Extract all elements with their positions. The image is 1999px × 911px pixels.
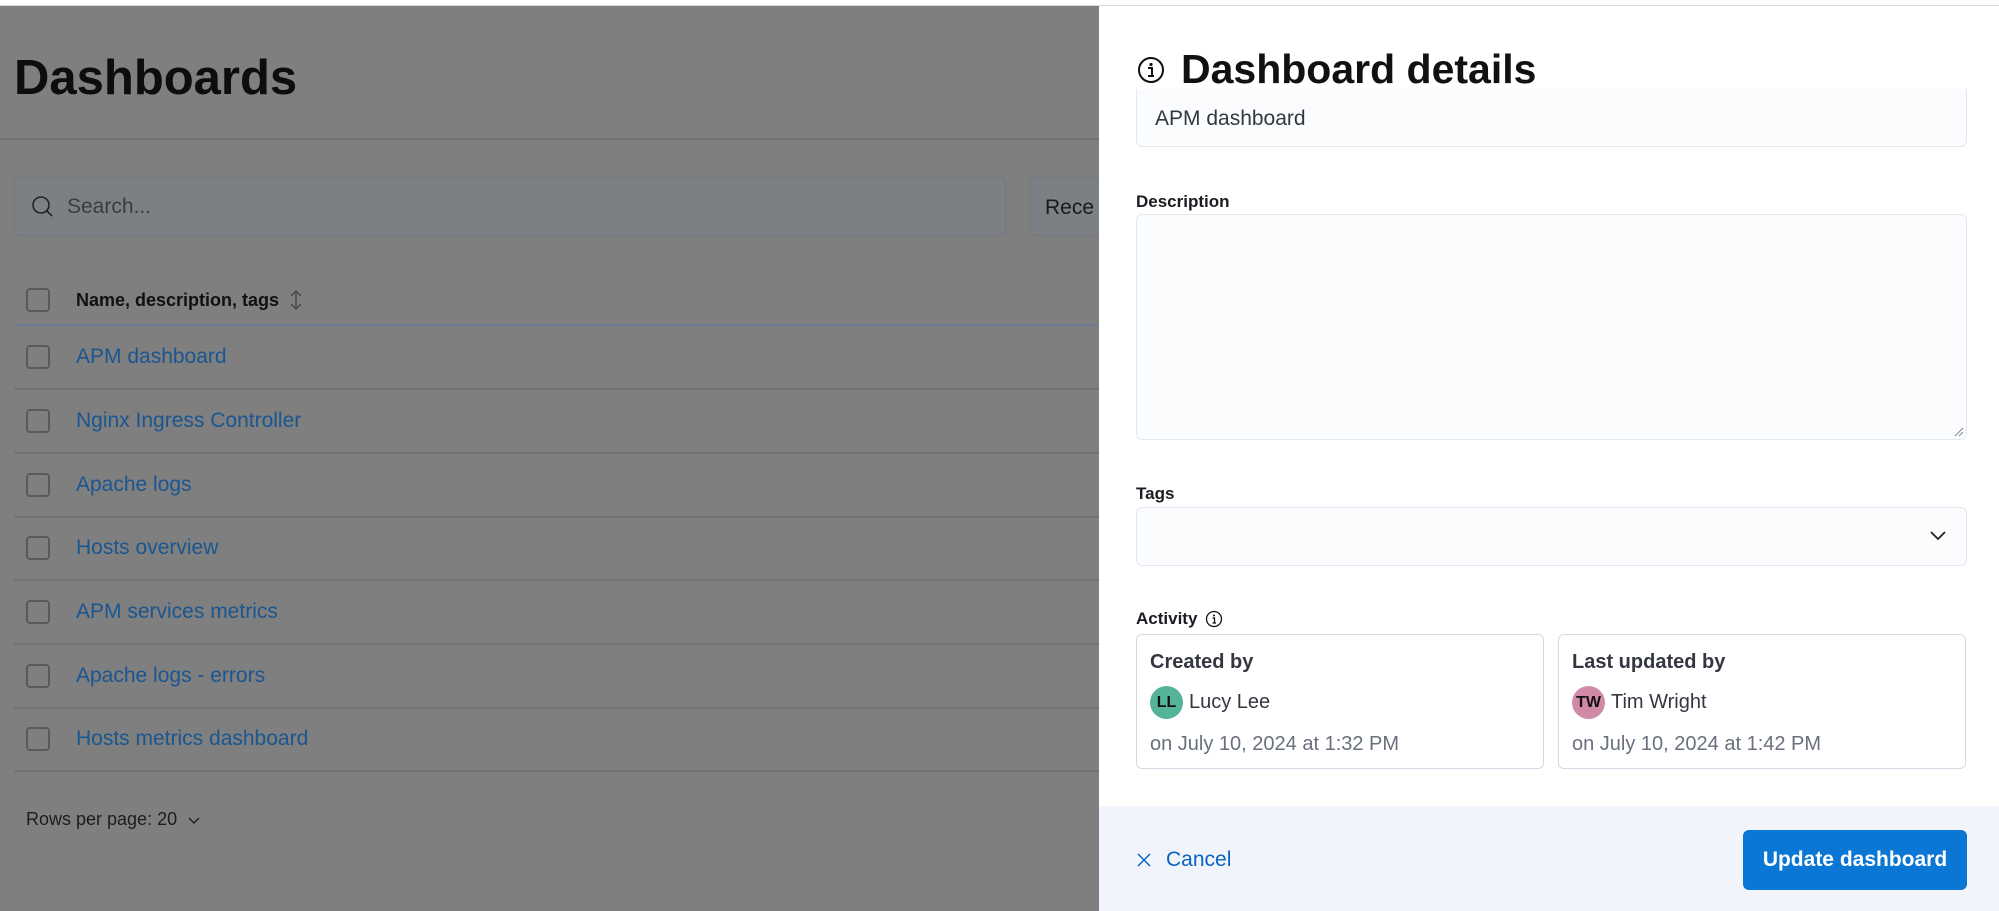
column-header-name[interactable]: Name, description, tags (76, 289, 280, 310)
rows-per-page-button[interactable]: Rows per page: 20 (26, 809, 201, 830)
dashboard-link[interactable]: APM dashboard (76, 345, 227, 368)
description-textarea[interactable] (1136, 214, 1967, 440)
search-input[interactable]: Search... (14, 177, 1006, 236)
cancel-label: Cancel (1166, 848, 1232, 871)
created-by-card: Created by LL Lucy Lee on July 10, 2024 a… (1136, 634, 1544, 769)
resize-handle-icon[interactable] (1952, 425, 1964, 437)
search-placeholder: Search... (67, 194, 152, 218)
table-row: APM dashboard (14, 326, 1099, 390)
row-checkbox[interactable] (26, 600, 50, 624)
chevron-down-icon (1930, 531, 1946, 541)
row-checkbox[interactable] (26, 473, 50, 497)
row-checkbox[interactable] (26, 664, 50, 688)
tags-select[interactable] (1136, 507, 1967, 566)
activity-label-text: Activity (1136, 609, 1198, 628)
row-checkbox[interactable] (26, 345, 50, 369)
updater-name: Tim Wright (1611, 691, 1707, 713)
table-row: Hosts overview (14, 517, 1099, 581)
table-row: Nginx Ingress Controller (14, 390, 1099, 454)
activity-label: Activity (1136, 609, 1223, 629)
dashboard-link[interactable]: Nginx Ingress Controller (76, 409, 302, 432)
tags-label: Tags (1136, 484, 1175, 503)
table-row: Hosts metrics dashboard (14, 708, 1099, 772)
page-title: Dashboards (14, 51, 298, 105)
info-icon (1138, 56, 1164, 83)
rows-per-page-label: Rows per page: 20 (26, 809, 178, 829)
table-header: Name, description, tags (14, 276, 1099, 326)
row-checkbox[interactable] (26, 409, 50, 433)
avatar: TW (1572, 686, 1605, 719)
creator-name: Lucy Lee (1189, 691, 1271, 713)
cancel-button[interactable]: Cancel (1136, 848, 1231, 872)
dashboard-details-flyout: Dashboard details APM dashboard Descript… (1099, 6, 1999, 911)
chevron-down-icon (188, 816, 200, 824)
dashboard-link[interactable]: Hosts overview (76, 536, 219, 559)
top-border (0, 0, 1999, 6)
divider (0, 138, 1099, 140)
created-date: on July 10, 2024 at 1:32 PM (1150, 733, 1400, 755)
dashboard-link[interactable]: Apache logs - errors (76, 664, 266, 687)
title-input[interactable]: APM dashboard (1136, 89, 1967, 147)
close-icon (1137, 853, 1151, 867)
search-icon (32, 195, 53, 217)
description-label: Description (1136, 192, 1230, 211)
table-row: APM services metrics (14, 581, 1099, 645)
dashboard-link[interactable]: Hosts metrics dashboard (76, 727, 309, 750)
avatar: LL (1150, 686, 1183, 719)
table-row: Apache logs - errors (14, 645, 1099, 709)
flyout-header: Dashboard details (1137, 46, 1536, 93)
flyout-title: Dashboard details (1181, 46, 1537, 92)
sort-icon[interactable] (289, 289, 303, 311)
table-row: Apache logs (14, 454, 1099, 518)
row-checkbox[interactable] (26, 536, 50, 560)
dashboard-link[interactable]: APM services metrics (76, 600, 278, 623)
update-dashboard-button[interactable]: Update dashboard (1743, 830, 1967, 890)
dashboards-page: Dashboards Search... Rece Name, descript… (0, 6, 1130, 911)
dashboard-link[interactable]: Apache logs (76, 473, 192, 496)
created-by-heading: Created by (1150, 651, 1254, 673)
last-updated-card: Last updated by TW Tim Wright on July 10,… (1558, 634, 1966, 769)
info-icon[interactable] (1205, 610, 1223, 628)
last-updated-heading: Last updated by (1572, 651, 1726, 673)
flyout-footer: Cancel Update dashboard (1099, 806, 1999, 911)
row-checkbox[interactable] (26, 727, 50, 751)
updated-date: on July 10, 2024 at 1:42 PM (1572, 733, 1822, 755)
select-all-checkbox[interactable] (26, 288, 50, 312)
